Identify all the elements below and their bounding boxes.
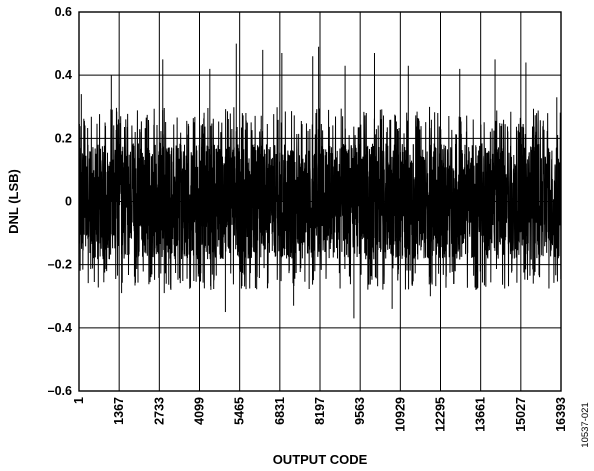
y-tick-label: –0.4 [48,321,72,335]
x-tick-label: 4099 [193,397,207,425]
y-tick-label: 0.4 [55,68,72,82]
plot-frame [78,11,562,392]
x-tick-label: 6831 [273,397,287,425]
x-axis-title: OUTPUT CODE [273,452,368,467]
figure-id: 10537-021 [580,402,591,447]
y-tick-labels: –0.6 –0.4 –0.2 0 0.2 0.4 0.6 [48,5,72,398]
x-tick-label: 1 [72,397,86,404]
y-axis-title: DNL (LSB) [6,169,21,234]
x-tick-label: 2733 [152,397,166,425]
x-tick-label: 5465 [233,397,247,425]
x-tick-label: 9563 [353,397,367,425]
x-tick-label: 1367 [112,397,126,425]
y-tick-label: 0 [65,195,72,209]
y-tick-label: –0.6 [48,384,72,398]
x-tick-labels: 1 1367 2733 4099 5465 6831 8197 9563 10929 12295 1… [72,397,568,432]
x-tick-label: 16393 [554,397,568,432]
y-tick-label: 0.6 [55,5,72,19]
y-tick-label: 0.2 [55,131,72,145]
x-tick-label: 15027 [514,397,528,432]
x-tick-label: 10929 [393,397,407,432]
dnl-spikes [80,43,558,319]
y-tick-label: –0.2 [48,258,72,272]
x-tick-label: 12295 [434,397,448,432]
x-tick-label: 13661 [474,397,488,432]
dnl-trace [78,106,562,290]
x-tick-label: 8197 [313,397,327,425]
